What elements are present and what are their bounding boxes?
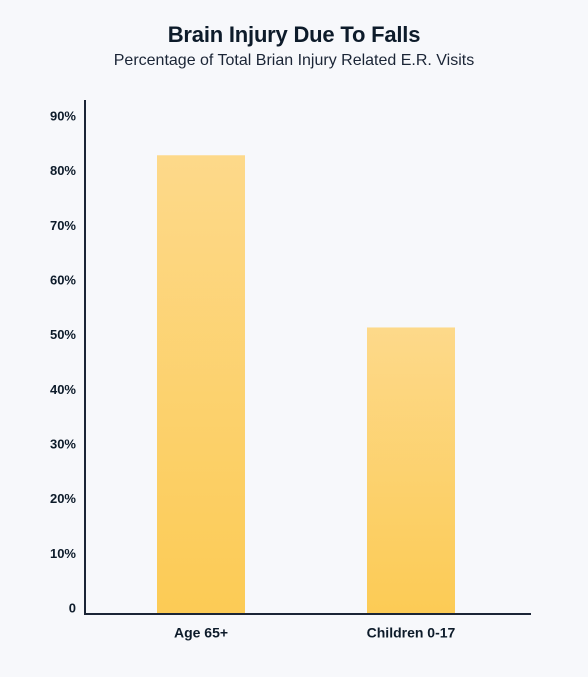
y-tick-label: 20%	[50, 491, 76, 506]
y-tick-label: 30%	[50, 436, 76, 451]
x-category-label: Age 65+	[174, 625, 228, 641]
y-tick-label: 10%	[50, 546, 76, 561]
chart-title: Brain Injury Due To Falls	[167, 22, 421, 47]
y-tick-label: 60%	[50, 272, 76, 287]
x-category-label: Children 0-17	[367, 625, 456, 641]
y-tick-label: 50%	[50, 327, 76, 342]
y-tick-label: 0	[69, 600, 76, 615]
chart-subtitle: Percentage of Total Brian Injury Related…	[113, 52, 475, 69]
bar-1	[157, 155, 245, 614]
y-tick-label: 70%	[50, 218, 76, 233]
y-tick-label: 40%	[50, 382, 76, 397]
y-tick-label: 80%	[50, 163, 76, 178]
y-tick-label: 90%	[50, 108, 76, 123]
bar-2	[367, 327, 455, 614]
